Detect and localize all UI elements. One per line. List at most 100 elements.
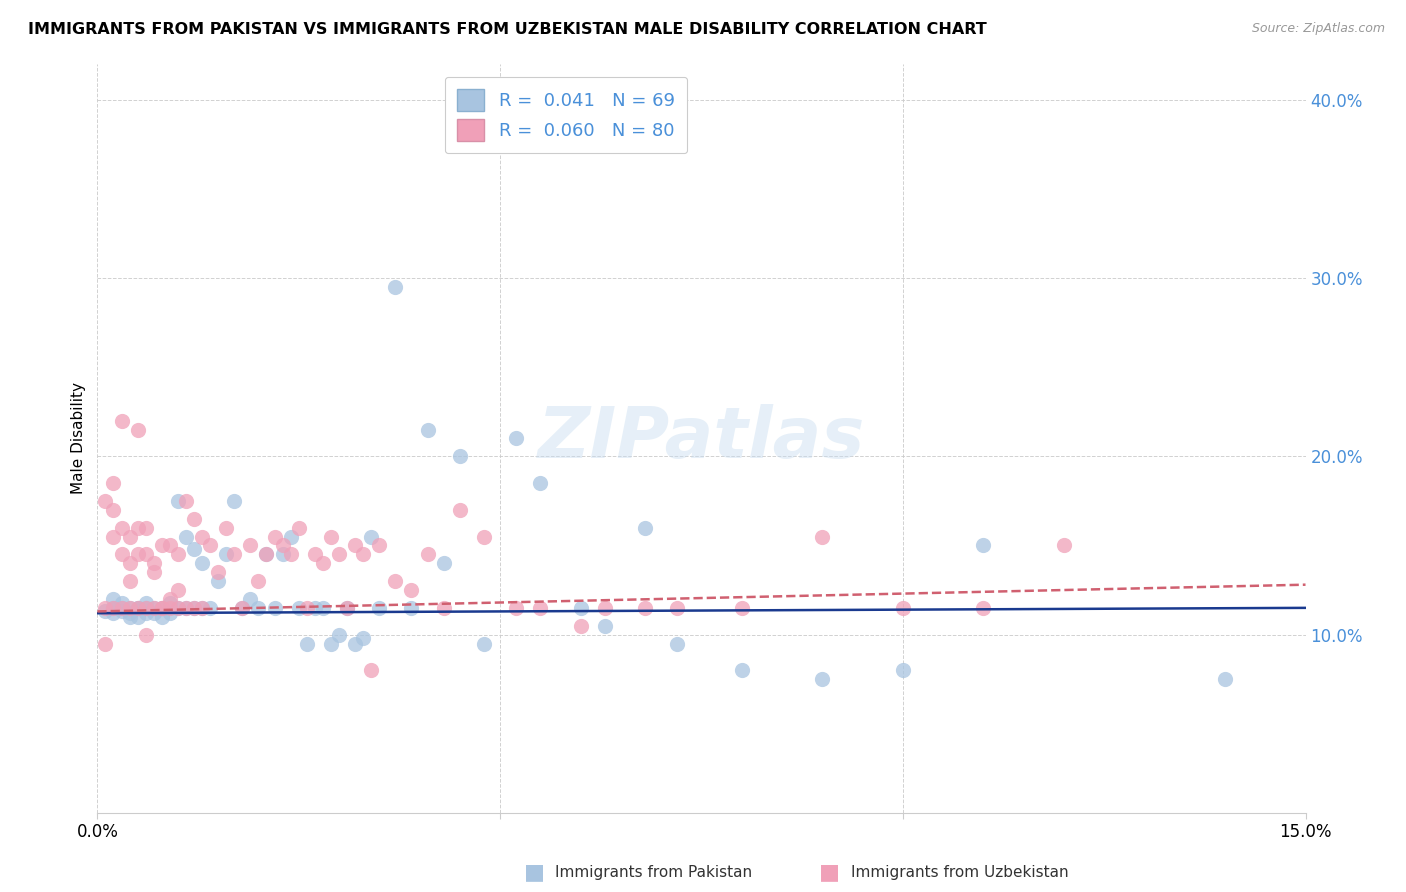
Point — [731, 600, 754, 615]
Point — [593, 618, 616, 632]
Point — [529, 476, 551, 491]
Point — [239, 539, 262, 553]
Point — [191, 530, 214, 544]
Legend: R =  0.041   N = 69, R =  0.060   N = 80: R = 0.041 N = 69, R = 0.060 N = 80 — [444, 77, 688, 153]
Point — [505, 600, 527, 615]
Point — [505, 432, 527, 446]
Point — [360, 663, 382, 677]
Point — [183, 600, 205, 615]
Point — [529, 600, 551, 615]
Point — [135, 547, 157, 561]
Point — [191, 556, 214, 570]
Text: ■: ■ — [820, 863, 839, 882]
Point — [174, 600, 197, 615]
Point — [150, 600, 173, 615]
Point — [811, 672, 834, 686]
Point — [118, 574, 141, 588]
Point — [247, 600, 270, 615]
Point — [336, 600, 359, 615]
Point — [183, 600, 205, 615]
Point — [256, 547, 278, 561]
Point — [271, 539, 294, 553]
Point — [295, 636, 318, 650]
Text: ZIPatlas: ZIPatlas — [537, 404, 865, 473]
Point — [183, 512, 205, 526]
Point — [127, 423, 149, 437]
Point — [159, 595, 181, 609]
Point — [280, 547, 302, 561]
Point — [224, 547, 246, 561]
Text: Immigrants from Uzbekistan: Immigrants from Uzbekistan — [851, 865, 1069, 880]
Text: Source: ZipAtlas.com: Source: ZipAtlas.com — [1251, 22, 1385, 36]
Point — [449, 503, 471, 517]
Point — [142, 565, 165, 579]
Point — [118, 606, 141, 620]
Point — [416, 547, 439, 561]
Point — [472, 530, 495, 544]
Point — [215, 547, 238, 561]
Point — [401, 600, 423, 615]
Point — [191, 600, 214, 615]
Point — [135, 627, 157, 641]
Point — [416, 423, 439, 437]
Point — [472, 636, 495, 650]
Point — [319, 636, 342, 650]
Point — [569, 618, 592, 632]
Point — [167, 600, 190, 615]
Point — [287, 521, 309, 535]
Point — [569, 600, 592, 615]
Point — [118, 530, 141, 544]
Point — [94, 600, 117, 615]
Text: Immigrants from Pakistan: Immigrants from Pakistan — [555, 865, 752, 880]
Point — [207, 565, 229, 579]
Point — [135, 595, 157, 609]
Point — [110, 600, 132, 615]
Point — [634, 521, 657, 535]
Point — [328, 627, 350, 641]
Point — [174, 530, 197, 544]
Point — [319, 530, 342, 544]
Point — [118, 609, 141, 624]
Point — [231, 600, 253, 615]
Point — [295, 600, 318, 615]
Point — [666, 636, 689, 650]
Point — [271, 547, 294, 561]
Point — [344, 539, 367, 553]
Point — [127, 609, 149, 624]
Point — [94, 604, 117, 618]
Point — [103, 591, 125, 606]
Point — [312, 556, 335, 570]
Point — [167, 494, 190, 508]
Point — [150, 539, 173, 553]
Point — [198, 539, 221, 553]
Point — [401, 582, 423, 597]
Point — [433, 556, 456, 570]
Point — [127, 600, 149, 615]
Point — [94, 636, 117, 650]
Point — [287, 600, 309, 615]
Point — [159, 591, 181, 606]
Point — [328, 547, 350, 561]
Point — [247, 574, 270, 588]
Point — [891, 663, 914, 677]
Point — [280, 530, 302, 544]
Point — [239, 591, 262, 606]
Point — [167, 582, 190, 597]
Point — [103, 530, 125, 544]
Point — [174, 600, 197, 615]
Point — [135, 600, 157, 615]
Point — [344, 636, 367, 650]
Point — [127, 600, 149, 615]
Point — [127, 521, 149, 535]
Point — [972, 600, 994, 615]
Point — [263, 600, 285, 615]
Point — [304, 600, 326, 615]
Point — [142, 556, 165, 570]
Point — [231, 600, 253, 615]
Point — [103, 476, 125, 491]
Point — [94, 494, 117, 508]
Point — [142, 600, 165, 615]
Point — [135, 606, 157, 620]
Point — [110, 600, 132, 615]
Point — [304, 547, 326, 561]
